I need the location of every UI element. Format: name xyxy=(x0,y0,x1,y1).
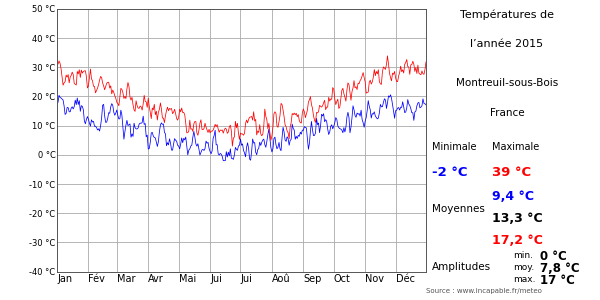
Text: 17,2 °C: 17,2 °C xyxy=(492,234,543,247)
Text: 0 °C: 0 °C xyxy=(540,250,567,263)
Text: 7,8 °C: 7,8 °C xyxy=(540,262,580,275)
Text: Températures de: Températures de xyxy=(460,9,554,20)
Text: min.: min. xyxy=(513,250,533,260)
Text: 17 °C: 17 °C xyxy=(540,274,575,287)
Text: Moyennes: Moyennes xyxy=(432,204,485,214)
Text: l’année 2015: l’année 2015 xyxy=(470,39,544,49)
Text: Montreuil-sous-Bois: Montreuil-sous-Bois xyxy=(456,78,558,88)
Text: Minimale: Minimale xyxy=(432,142,476,152)
Text: Amplitudes: Amplitudes xyxy=(432,262,491,272)
Text: -2 °C: -2 °C xyxy=(432,167,467,179)
Text: moy.: moy. xyxy=(513,262,534,272)
Text: France: France xyxy=(490,108,524,118)
Text: Source : www.incapable.fr/meteo: Source : www.incapable.fr/meteo xyxy=(426,288,542,294)
Text: 39 °C: 39 °C xyxy=(492,167,531,179)
Text: 13,3 °C: 13,3 °C xyxy=(492,212,542,224)
Text: Maximale: Maximale xyxy=(492,142,539,152)
Text: max.: max. xyxy=(513,274,536,284)
Text: 9,4 °C: 9,4 °C xyxy=(492,190,534,203)
